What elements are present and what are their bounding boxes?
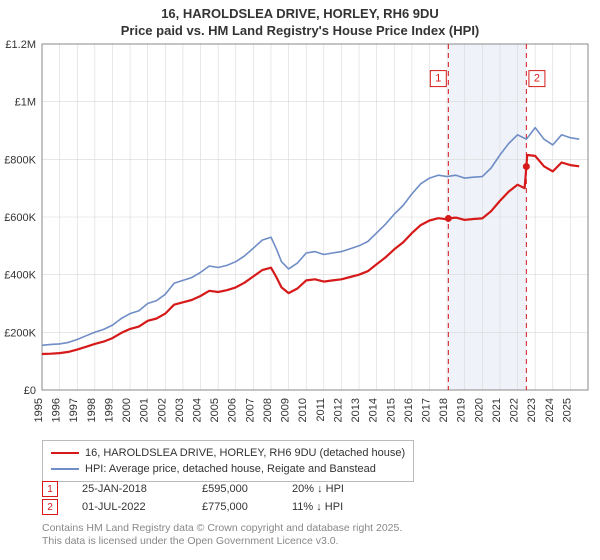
svg-text:2009: 2009 [280,398,292,422]
svg-text:2007: 2007 [244,398,256,422]
svg-text:2010: 2010 [297,398,309,422]
svg-text:2006: 2006 [227,398,239,422]
legend-label-hpi: HPI: Average price, detached house, Reig… [85,463,376,475]
svg-text:£200K: £200K [4,327,36,339]
sale-hpi-2: 11% ↓ HPI [292,501,382,513]
svg-text:2017: 2017 [420,398,432,422]
svg-text:2022: 2022 [509,398,521,422]
attribution-line-2: This data is licensed under the Open Gov… [42,535,402,548]
sale-date-2: 01-JUL-2022 [82,501,202,513]
sales-row-1: 1 25-JAN-2018 £595,000 20% ↓ HPI [42,480,382,498]
svg-text:1999: 1999 [103,398,115,422]
svg-text:2012: 2012 [332,398,344,422]
svg-text:2024: 2024 [544,398,556,422]
svg-text:2015: 2015 [385,398,397,422]
svg-text:2019: 2019 [456,398,468,422]
svg-text:£600K: £600K [4,212,36,224]
sales-row-2: 2 01-JUL-2022 £775,000 11% ↓ HPI [42,498,382,516]
svg-text:1: 1 [435,72,441,84]
svg-text:2011: 2011 [315,398,327,422]
chart-area: £0 £200K £400K £600K £800K £1M £1.2M 1995 1996 19… [0,40,600,435]
sales-table: 1 25-JAN-2018 £595,000 20% ↓ HPI 2 01-JU… [42,480,382,516]
svg-text:2023: 2023 [526,398,538,422]
chart-title: 16, HAROLDSLEA DRIVE, HORLEY, RH6 9DU Pr… [0,0,600,40]
svg-text:2002: 2002 [156,398,168,422]
svg-text:1995: 1995 [33,398,45,422]
svg-text:£0: £0 [24,385,36,397]
sale-marker-1: 1 [42,481,58,497]
svg-text:£1M: £1M [15,96,36,108]
svg-text:1996: 1996 [51,398,63,422]
svg-text:£1.2M: £1.2M [5,40,36,51]
sale-hpi-1: 20% ↓ HPI [292,483,382,495]
svg-text:2025: 2025 [561,398,573,422]
svg-text:£800K: £800K [4,154,36,166]
legend-swatch-property [51,452,79,454]
sale-price-2: £775,000 [202,501,292,513]
svg-text:2: 2 [534,72,540,84]
svg-text:£400K: £400K [4,269,36,281]
title-line-1: 16, HAROLDSLEA DRIVE, HORLEY, RH6 9DU [0,6,600,23]
chart-svg: £0 £200K £400K £600K £800K £1M £1.2M 1995 1996 19… [0,40,600,435]
title-line-2: Price paid vs. HM Land Registry's House … [0,23,600,40]
svg-text:2018: 2018 [438,398,450,422]
svg-text:2021: 2021 [491,398,503,422]
sale-marker-2: 2 [42,499,58,515]
attribution: Contains HM Land Registry data © Crown c… [42,522,402,548]
sale-price-1: £595,000 [202,483,292,495]
svg-text:2013: 2013 [350,398,362,422]
legend-item-property: 16, HAROLDSLEA DRIVE, HORLEY, RH6 9DU (d… [51,445,405,461]
sale-date-1: 25-JAN-2018 [82,483,202,495]
legend-item-hpi: HPI: Average price, detached house, Reig… [51,461,405,477]
svg-text:2003: 2003 [174,398,186,422]
svg-text:2001: 2001 [139,398,151,422]
legend-label-property: 16, HAROLDSLEA DRIVE, HORLEY, RH6 9DU (d… [85,447,405,459]
svg-text:2008: 2008 [262,398,274,422]
svg-text:1998: 1998 [86,398,98,422]
legend-swatch-hpi [51,468,79,470]
svg-text:2020: 2020 [473,398,485,422]
attribution-line-1: Contains HM Land Registry data © Crown c… [42,522,402,535]
svg-text:2005: 2005 [209,398,221,422]
svg-text:2016: 2016 [403,398,415,422]
legend: 16, HAROLDSLEA DRIVE, HORLEY, RH6 9DU (d… [42,440,414,482]
svg-text:2004: 2004 [192,398,204,422]
svg-text:2014: 2014 [368,398,380,422]
svg-text:2000: 2000 [121,398,133,422]
svg-text:1997: 1997 [68,398,80,422]
